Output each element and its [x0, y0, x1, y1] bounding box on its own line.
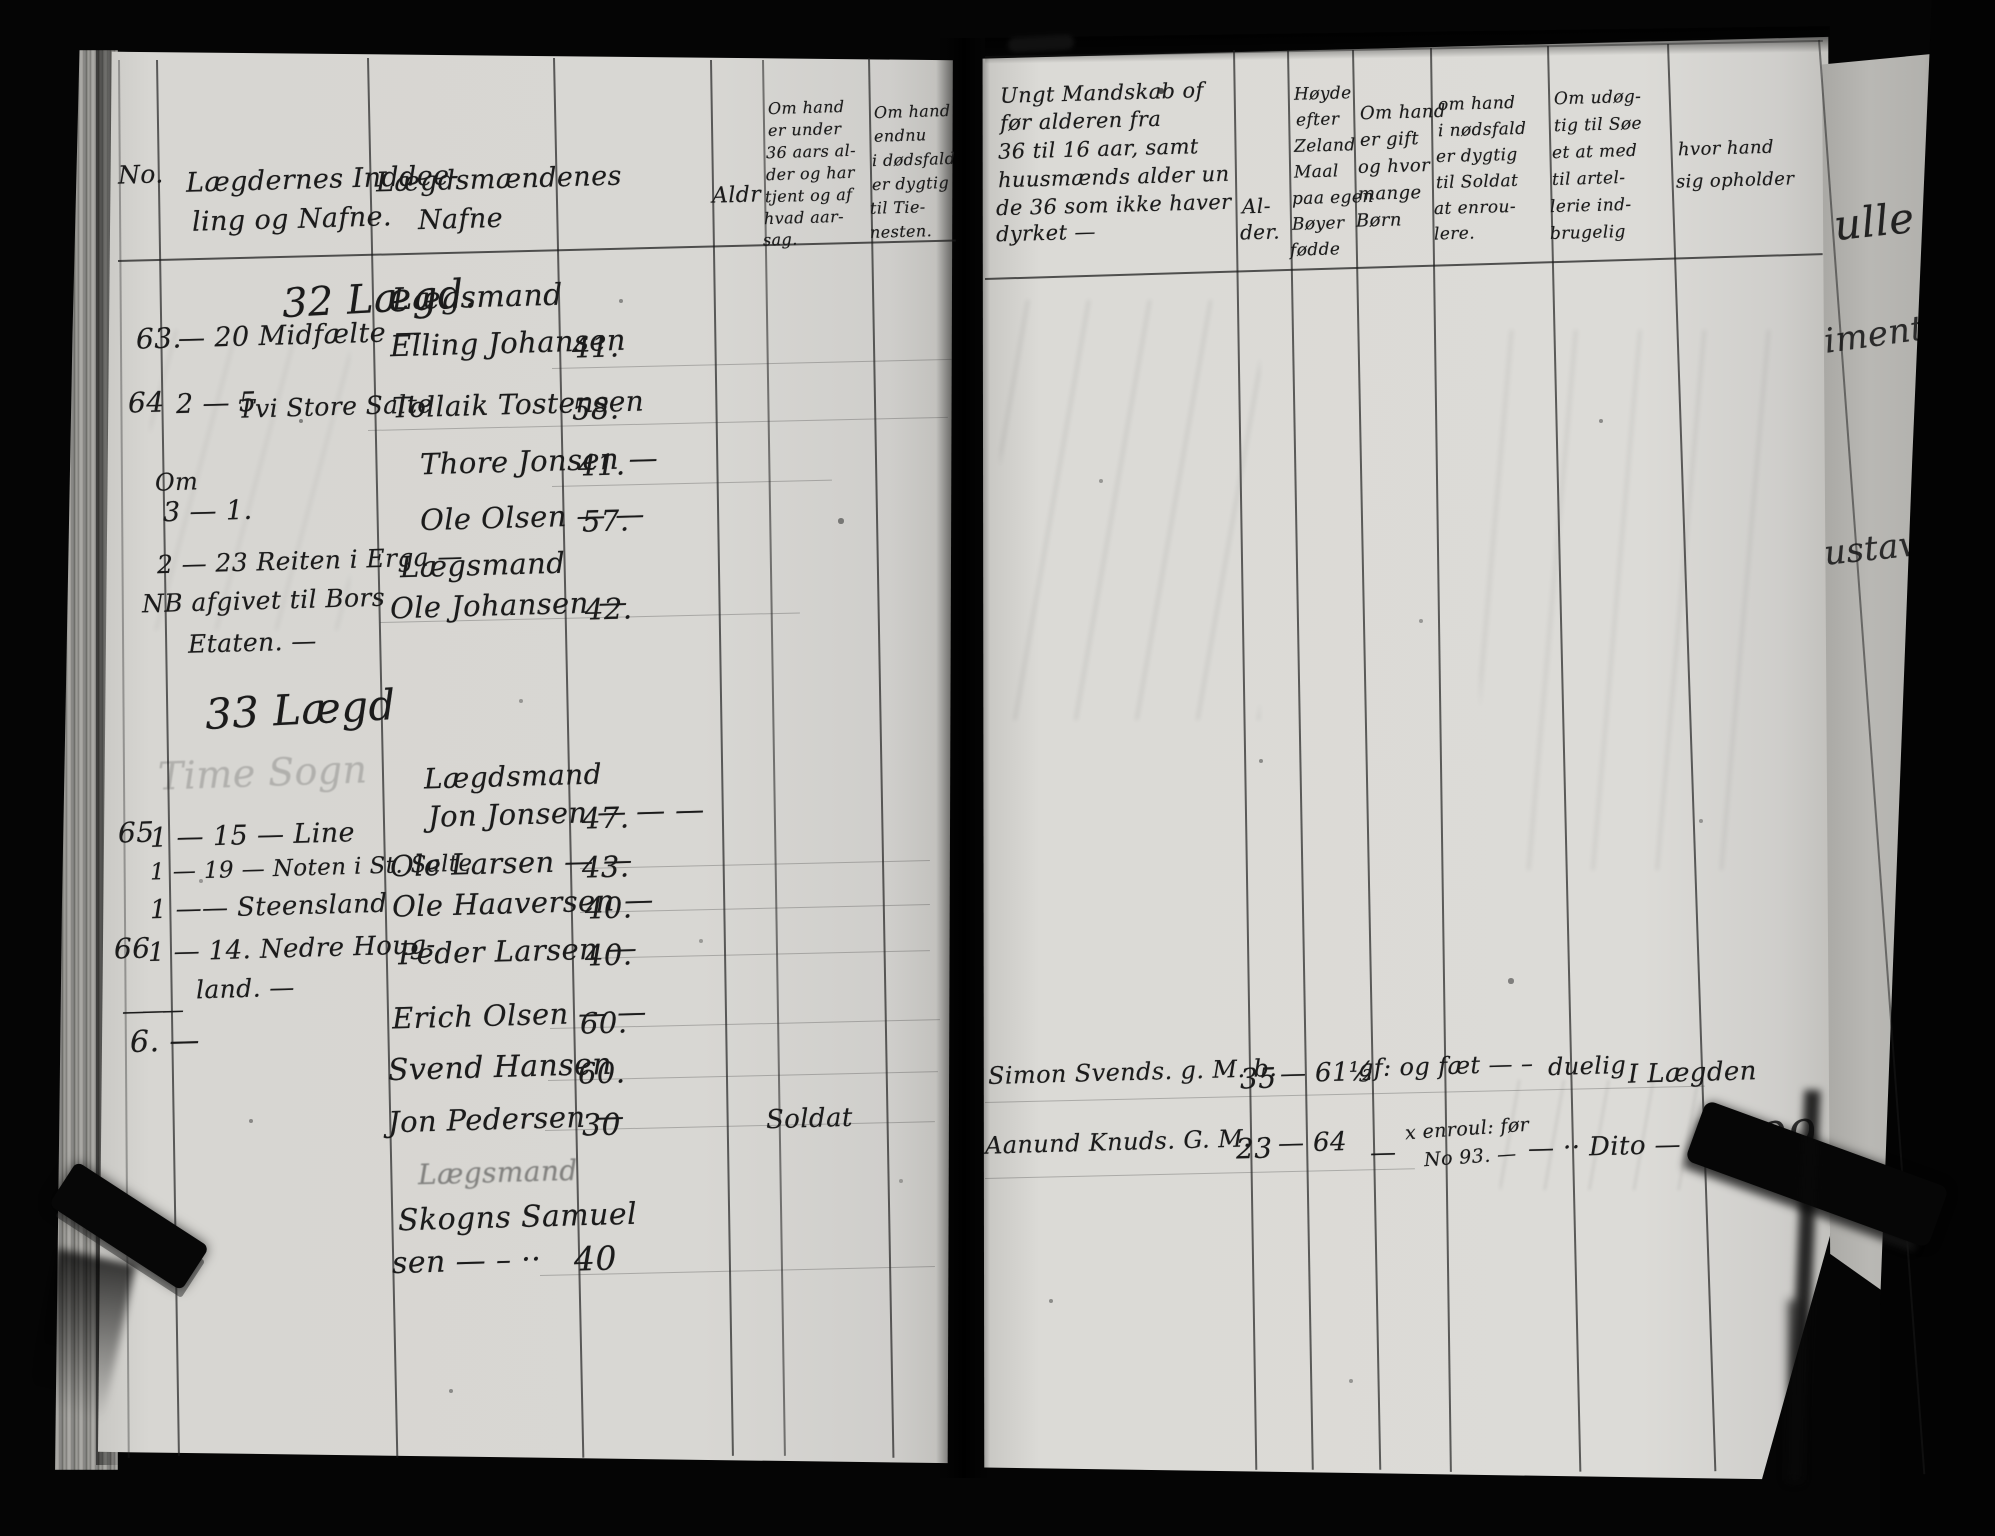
header-soldat-line: til Soldat [1435, 170, 1519, 194]
header-mandskab-line: Ungt Mandskab of [999, 78, 1205, 108]
entry-age: 40. [584, 890, 633, 926]
entry-alder: 23 [1235, 1131, 1273, 1166]
entry-age: 41. [577, 447, 626, 483]
header-soe-line: tig til Søe [1553, 113, 1643, 137]
entry-age: 58. [571, 391, 620, 427]
header-soe-line: lerie ind- [1549, 194, 1632, 218]
header-soldat-line: er dygtig [1435, 144, 1518, 168]
header-under36-line: er under [767, 118, 842, 141]
entry-division: — 20 Midfælte — [177, 316, 423, 355]
entry-soe: duelig [1547, 1050, 1627, 1082]
entry-age: 40. [584, 937, 633, 973]
header-hoyde-line: Bøyer [1291, 213, 1345, 235]
header-under36-line: 36 aars al- [765, 140, 857, 163]
entry-gift: gf: og fæt — – [1357, 1049, 1534, 1083]
header-opholder-line: hvor hand [1677, 136, 1775, 161]
left-page [98, 51, 953, 1464]
header-under36-line: hvad aar- [763, 206, 845, 229]
header-under36-line: Om hand [767, 96, 845, 119]
entry-division: land. — [195, 972, 296, 1005]
header-under36-line: der og har [765, 162, 856, 185]
entry-name: sen — – ·· [391, 1241, 542, 1282]
laegsmand-label: Lægsmand [399, 545, 566, 585]
laegsmand-label-faded: Lægsmand [417, 1153, 579, 1192]
header-opholder-line: sig opholder [1675, 168, 1795, 193]
entry-name: Skogns Samuel [397, 1196, 638, 1239]
entry-hoyde: — 64 [1277, 1127, 1348, 1159]
header-soldat-line: at enrou- [1433, 196, 1517, 220]
header-gift-line: Børn [1355, 209, 1403, 232]
header-under36-line: sag. [762, 229, 798, 250]
entry-age: 30 [581, 1107, 622, 1144]
header-mandskab-line: 36 til 16 aar, samt [997, 134, 1200, 164]
header-gift-line: og hvor [1357, 154, 1431, 179]
header-mandskab-line: dyrket — [995, 219, 1097, 247]
entry-age: 40 [573, 1238, 618, 1279]
header-soldat-line: i nødsfald [1437, 118, 1527, 142]
header-gift-line: er gift [1359, 128, 1420, 151]
header-dygtig-line: til Tie- [869, 197, 926, 218]
header-gift-line: Om hand [1359, 100, 1447, 125]
entry-age: 47. [581, 800, 630, 836]
header-gift-line: mange [1357, 182, 1422, 205]
entry-note: Soldat [765, 1102, 854, 1136]
entry-age: 60. [579, 1005, 628, 1041]
header-no: No. [117, 159, 165, 190]
header-alder-line: der. [1239, 219, 1281, 245]
faded-parish-heading: Time Sogn [157, 747, 369, 799]
entry-place: I Lægden [1627, 1056, 1758, 1090]
laegsmand-label: Lægsmand [391, 277, 564, 318]
entry-age: 57. [581, 503, 630, 539]
header-mandskab-line: før alderen fra [999, 106, 1162, 136]
margin-mark: Om [154, 467, 199, 497]
entry-soe: — ·· Dito — [1527, 1129, 1682, 1165]
header-soe-line: Om udøg- [1553, 86, 1642, 110]
page-corner-numeral: 99 [1756, 1108, 1820, 1168]
header-dygtig-line: Om hand [873, 100, 951, 123]
header-soe-line: brugelig [1549, 221, 1627, 245]
header-dygtig-line: er dygtig [871, 172, 950, 195]
header-soldat-line: om hand [1437, 92, 1516, 116]
entry-name: Jon Jonsen — — — [427, 792, 705, 834]
header-dygtig-line: endnu [873, 125, 927, 146]
header-alder-line: Al- [1241, 193, 1272, 219]
speckles [0, 0, 2, 2]
header-hoyde-line: Høyde [1293, 83, 1352, 105]
entry-age: 43. [581, 849, 630, 885]
header-hoyde-line: fødde [1289, 239, 1341, 261]
header-dygtig-line: nesten. [869, 221, 933, 242]
next-page-word-fragment: ulle [1831, 192, 1917, 251]
header-hoyde-line: Maal [1293, 161, 1339, 183]
margin-mark: 6. — [129, 1023, 201, 1060]
header-under36-line: tjent og af [764, 184, 853, 207]
header-names-line: Nafne [417, 202, 504, 237]
entry-gift: — [1369, 1137, 1397, 1169]
top-edge-ink-smudge [1007, 34, 1075, 53]
entry-no: 64 [127, 385, 165, 420]
header-dygtig-line: i dødsfald [871, 148, 956, 171]
margin-mark: ——— [121, 998, 183, 1025]
entry-division: 1 — 15 — Line [149, 817, 356, 854]
entry-age: 60. [577, 1055, 626, 1091]
header-hoyde-line: efter [1295, 109, 1340, 131]
header-alder: Aldr [711, 182, 762, 209]
entry-alder: 35 [1239, 1061, 1277, 1096]
entry-age: 42. [584, 591, 633, 627]
header-names-line: Lægdsmændenes [375, 160, 623, 199]
entry-no: 63. [135, 321, 183, 356]
header-soe-line: et at med [1551, 140, 1638, 164]
entry-division: 3 — 1. [162, 494, 253, 529]
header-soe-line: til artel- [1551, 167, 1626, 191]
entry-note: Etaten. — [187, 626, 318, 659]
entry-division: 1 —— Steensland [149, 888, 388, 926]
right-page [982, 36, 1830, 1480]
header-soldat-line: lere. [1433, 223, 1476, 245]
section-heading-33: 33 Lægd [203, 680, 397, 739]
entry-age: 41. [571, 329, 620, 365]
header-division-line: ling og Nafne. [191, 201, 393, 238]
header-hoyde-line: Zeland [1293, 135, 1356, 157]
laegsmand-label: Lægdsmand [423, 757, 603, 796]
entry-no: 66 [113, 931, 151, 966]
